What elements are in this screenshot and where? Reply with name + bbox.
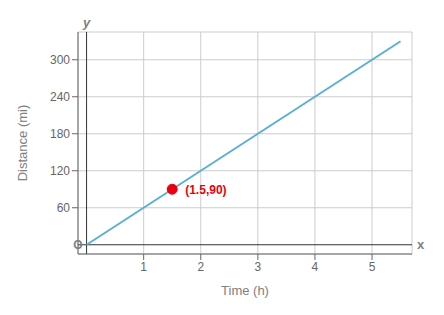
svg-text:O: O [73,238,82,252]
svg-text:3: 3 [255,260,262,274]
svg-text:5: 5 [369,260,376,274]
svg-text:240: 240 [50,90,70,104]
svg-text:Distance (mi): Distance (mi) [15,105,30,182]
svg-text:2: 2 [197,260,204,274]
svg-text:(1.5,90): (1.5,90) [185,183,226,197]
svg-text:120: 120 [50,164,70,178]
svg-text:1: 1 [140,260,147,274]
svg-text:180: 180 [50,127,70,141]
svg-text:x: x [417,237,425,252]
svg-text:Time (h): Time (h) [221,283,269,298]
svg-text:60: 60 [57,201,71,215]
svg-text:4: 4 [312,260,319,274]
svg-text:300: 300 [50,53,70,67]
svg-text:y: y [82,15,91,30]
